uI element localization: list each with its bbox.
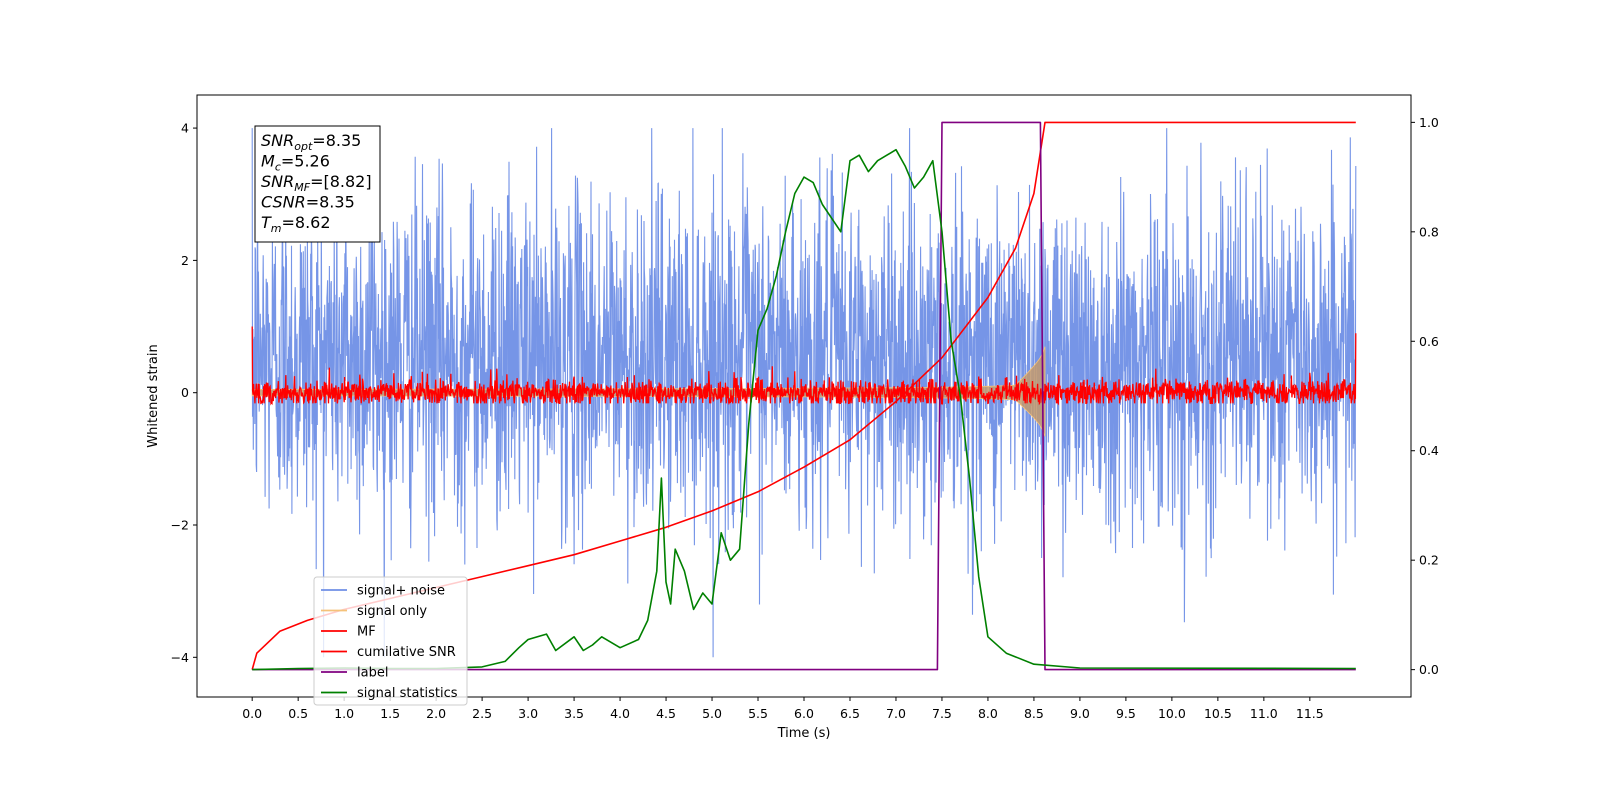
x-tick-label: 9.0 [1070,706,1090,721]
x-tick-label: 8.0 [978,706,998,721]
legend-entry: signal+ noise [357,584,445,599]
x-tick-label: 8.5 [1024,706,1044,721]
x-tick-label: 7.0 [886,706,906,721]
annotation-line: SNRopt=8.35 [261,131,361,153]
x-tick-label: 0.0 [242,706,262,721]
legend-entry: cumilative SNR [357,645,456,660]
y-left-tick-label: 4 [181,121,189,136]
x-tick-label: 11.0 [1250,706,1278,721]
x-tick-label: 2.5 [472,706,492,721]
y-left-tick-label: 0 [181,385,189,400]
annotation-line: SNRMF=[8.82] [261,172,372,194]
legend-entry: signal statistics [357,686,458,701]
y-axis-label-left: Whitened strain [146,344,161,447]
x-tick-label: 4.5 [656,706,676,721]
x-tick-label: 1.0 [334,706,354,721]
annotation-line: Tm=8.62 [261,213,331,235]
y-left-tick-label: 2 [181,253,189,268]
x-tick-label: 11.5 [1296,706,1324,721]
y-right-tick-label: 1.0 [1419,115,1439,130]
y-axis-right: 1.0 0.8 0.6 0.4 0.2 0.0 [1411,115,1439,677]
series-signal-noise [251,128,1357,658]
series-signal-statistics [252,148,1356,671]
annotation-line: Mc=5.26 [261,152,330,174]
annotation-line: CSNR=8.35 [261,193,355,212]
legend-entry: MF [357,625,376,640]
x-tick-label: 7.5 [932,706,952,721]
x-tick-label: 3.0 [518,706,538,721]
x-tick-label: 0.5 [288,706,308,721]
x-tick-label: 9.5 [1116,706,1136,721]
legend-frame [313,576,468,706]
x-tick-label: 3.5 [564,706,584,721]
legend-entry: signal only [357,604,427,619]
y-right-tick-label: 0.0 [1419,662,1439,677]
x-tick-label: 5.0 [702,706,722,721]
x-tick-label: 4.0 [610,706,630,721]
x-axis-label: Time (s) [777,726,831,741]
y-right-tick-label: 0.2 [1419,553,1439,568]
y-axis-left: 4 2 0 −2 −4 [171,121,197,665]
y-right-tick-label: 0.8 [1419,224,1439,239]
x-tick-label: 10.5 [1204,706,1232,721]
x-tick-label: 2.0 [426,706,446,721]
annotation-frame [254,125,381,243]
x-tick-label: 10.0 [1158,706,1186,721]
x-tick-label: 6.0 [794,706,814,721]
series-label [252,121,1356,671]
annotation-box: SNRopt=8.35Mc=5.26SNRMF=[8.82]CSNR=8.35T… [254,125,381,243]
y-right-tick-label: 0.6 [1419,334,1439,349]
x-tick-label: 5.5 [748,706,768,721]
legend-entry: label [357,666,388,681]
y-left-tick-label: −4 [171,650,189,665]
x-axis: 0.0 0.5 1.0 1.5 2.0 2.5 3.0 3.5 4.0 4.5 5.0 5.5 6.0 6… [242,697,1324,721]
x-tick-label: 1.5 [380,706,400,721]
legend: signal+ noise signal only MF cumilative SNR… [313,576,468,706]
series-mf [251,326,1357,406]
x-tick-label: 6.5 [840,706,860,721]
y-left-tick-label: −2 [171,518,189,533]
y-right-tick-label: 0.4 [1419,443,1439,458]
